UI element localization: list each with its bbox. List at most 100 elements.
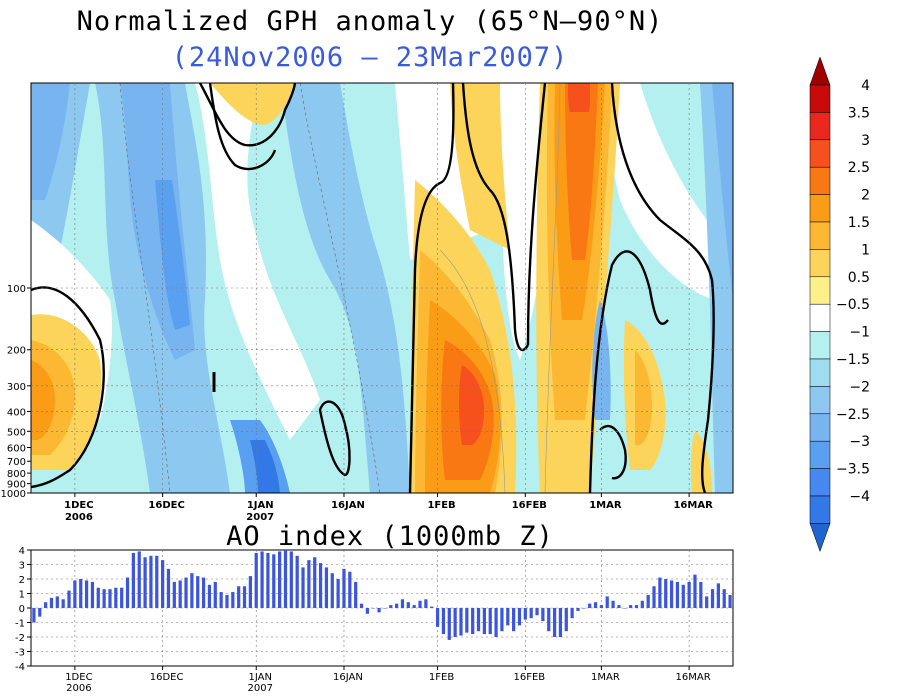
ao-y-tick-label: -3 [15,648,25,659]
ao-bar [541,608,545,622]
ao-bar [354,581,358,608]
ao-bar [476,608,481,632]
colorbar-swatch [809,249,831,278]
ao-bar [49,597,54,608]
ao-bar [365,608,369,614]
ao-x-tick-sublabel: 2007 [247,683,272,694]
ao-bar [629,605,633,608]
ao-bar [693,574,697,608]
heatmap-x-tick-label: 16JAN [331,500,365,511]
ao-bar [640,600,644,608]
heatmap-y-tick-label: 800 [7,469,26,480]
ao-bar [120,587,124,608]
ao-bar [377,608,381,613]
ao-bar [494,608,498,637]
colorbar-label: 2.5 [848,160,870,176]
heatmap-contour [544,83,561,493]
ao-bar [669,580,674,608]
ao-bar [196,576,200,608]
heatmap-contour [461,83,530,352]
ao-bar [84,580,89,608]
ao-bar [406,602,410,608]
ao-chart-title: AO index (1000mb Z) [226,521,554,552]
colorbar-swatch [809,413,831,442]
chart-subtitle: (24Nov2006 – 23Mar2007) [171,42,569,73]
ao-bar [605,596,609,608]
ao-bar [570,608,574,619]
ao-bar [716,583,720,608]
colorbar-swatch [809,303,831,332]
colorbar: 4 3.5 3 2.5 2 1.5 1 0.5 −0.5 −1 −1.5 −2 −2.5 −3 −3.5 −4 [809,56,870,553]
colorbar-label: 3.5 [848,105,870,121]
ao-bar [687,581,691,608]
ao-bar [79,579,83,608]
colorbar-swatch [809,276,831,305]
ao-bar [547,608,551,632]
colorbar-label: −1 [849,325,870,341]
ao-bar [190,573,194,608]
heatmap-contour [439,249,506,493]
ao-bar [512,608,516,632]
heatmap-y-tick-label: 200 [7,346,26,357]
ao-bar [675,581,680,608]
ao-bar [424,599,428,608]
heatmap-y-tick-label: 400 [7,407,26,418]
colorbar-label: 1 [861,242,870,258]
ao-bar [166,568,171,608]
colorbar-label: −2.5 [836,407,870,423]
ao-bar [143,557,147,608]
colorbar-label: 3 [861,133,870,149]
heatmap-region [450,83,510,250]
ao-x-tick-label: 16DEC [150,672,184,683]
colorbar-swatch [809,194,831,223]
ao-bar [576,608,580,611]
ao-bar [453,608,457,637]
ao-bar [617,605,621,608]
heatmap-region [635,350,652,445]
heatmap-y-tick-label: 600 [7,444,26,455]
heatmap-region [565,83,598,260]
colorbar-label: −1.5 [836,352,870,368]
heatmap-region [31,83,70,200]
ao-bar [231,592,235,608]
ao-bar [90,581,95,608]
colorbar-label: 1.5 [848,215,870,231]
ao-bar [395,603,399,608]
ao-bar [108,589,112,608]
ao-bar [178,580,182,608]
ao-bar [705,596,709,608]
ao-x-tick-label: 1JAN [248,672,271,683]
heatmap-y-tick-label: 100 [7,284,26,295]
colorbar-swatch [809,440,831,469]
ao-y-tick-label: 3 [19,561,25,572]
ao-bar [529,608,533,619]
ao-bar [172,581,176,608]
heatmap-x-tick-label: 16FEB [512,500,547,511]
heatmap-contour [31,286,105,489]
ao-bar [237,586,241,608]
ao-bar [506,608,510,626]
ao-bar [646,594,650,608]
ao-bar [342,568,346,608]
ao-bar [558,608,563,637]
ao-x-tick-label: 16JAN [333,672,363,683]
ao-x-tick-label: 1FEB [429,672,454,683]
ao-bar [623,608,627,609]
colorbar-label: 0.5 [848,270,870,286]
heatmap-contour [299,83,381,493]
heatmap-contour [526,83,547,346]
heatmap-contour [408,83,455,493]
ao-bar [155,555,159,608]
ao-bar [44,602,48,608]
ao-bar [523,608,527,620]
heatmap-x-tick-label: 1MAR [589,500,622,511]
colorbar-label: −3.5 [836,462,870,478]
ao-bar [248,576,252,608]
colorbar-cap-bottom [809,523,831,553]
ao-bar [681,584,685,608]
ao-bar [552,608,557,637]
heatmap-x-tick-label: 1DEC [64,500,93,511]
ao-bar [564,608,568,632]
